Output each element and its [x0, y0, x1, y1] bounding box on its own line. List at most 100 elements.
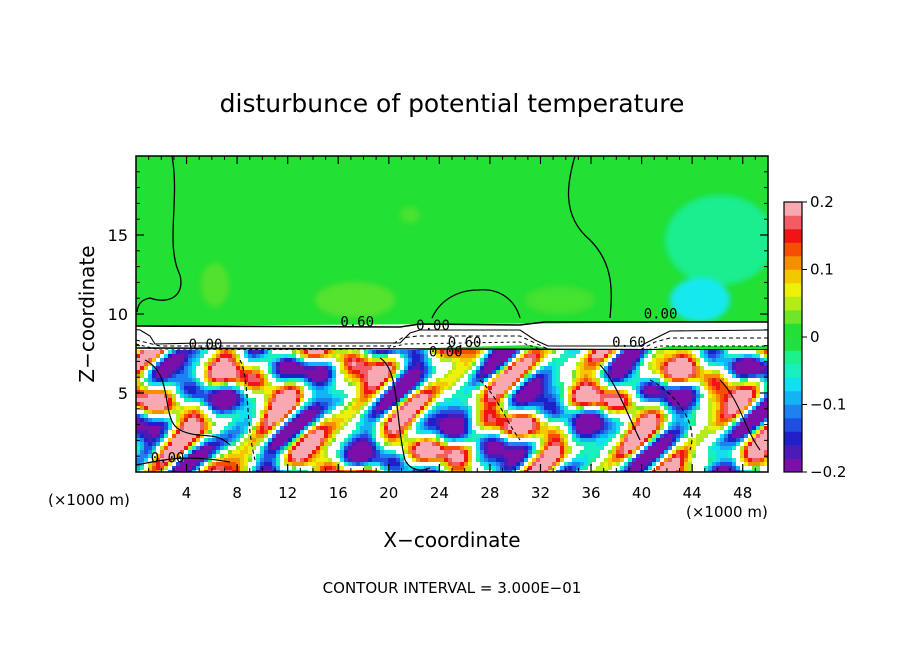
field-cell [608, 382, 613, 387]
field-cell [576, 410, 581, 415]
field-cell [192, 446, 197, 451]
field-cell [332, 362, 337, 367]
field-cell [644, 390, 649, 395]
field-cell [300, 402, 305, 407]
field-cell [268, 378, 273, 383]
field-cell [216, 378, 221, 383]
field-cell [504, 422, 509, 427]
field-cell [216, 418, 221, 423]
field-cell [540, 374, 545, 379]
field-cell [328, 418, 333, 423]
field-cell [212, 390, 217, 395]
field-cell [268, 466, 273, 471]
field-cell [340, 438, 345, 443]
field-cell [364, 406, 369, 411]
field-cell [644, 466, 649, 471]
field-cell [288, 430, 293, 435]
field-cell [588, 470, 593, 472]
field-cell [516, 446, 521, 451]
field-cell [304, 370, 309, 375]
field-cell [724, 418, 729, 423]
field-cell [472, 466, 477, 471]
field-cell [576, 458, 581, 463]
field-cell [248, 398, 253, 403]
field-cell [600, 378, 605, 383]
field-cell [224, 470, 229, 472]
field-cell [252, 398, 257, 403]
field-cell [752, 418, 757, 423]
field-cell [196, 362, 201, 367]
field-cell [472, 362, 477, 367]
field-cell [364, 398, 369, 403]
field-cell [512, 390, 517, 395]
field-cell [560, 442, 565, 447]
field-cell [428, 446, 433, 451]
field-cell [196, 442, 201, 447]
field-cell [160, 406, 165, 411]
field-cell [452, 394, 457, 399]
field-cell [344, 354, 349, 359]
field-cell [172, 450, 177, 455]
field-cell [340, 366, 345, 371]
field-cell [356, 370, 361, 375]
field-cell [428, 454, 433, 459]
field-cell [584, 366, 589, 371]
field-cell [652, 394, 657, 399]
field-cell [176, 466, 181, 471]
field-cell [136, 394, 141, 399]
field-cell [364, 386, 369, 391]
field-cell [144, 370, 149, 375]
field-cell [652, 406, 657, 411]
field-cell [596, 446, 601, 451]
field-cell [584, 402, 589, 407]
field-cell [340, 398, 345, 403]
field-cell [736, 430, 741, 435]
field-cell [468, 434, 473, 439]
field-cell [560, 438, 565, 443]
field-cell [620, 374, 625, 379]
field-cell [712, 426, 717, 431]
field-cell [568, 438, 573, 443]
field-cell [692, 442, 697, 447]
field-cell [324, 442, 329, 447]
field-cell [512, 410, 517, 415]
field-cell [380, 402, 385, 407]
field-cell [596, 350, 601, 355]
field-cell [568, 390, 573, 395]
field-cell [440, 394, 445, 399]
field-cell [276, 442, 281, 447]
field-cell [736, 350, 741, 355]
field-cell [448, 426, 453, 431]
field-cell [204, 390, 209, 395]
field-cell [560, 362, 565, 367]
field-cell [524, 418, 529, 423]
field-cell [140, 358, 145, 363]
field-cell [164, 426, 169, 431]
field-cell [328, 450, 333, 455]
field-cell [420, 426, 425, 431]
field-cell [296, 378, 301, 383]
field-cell [548, 350, 553, 355]
field-cell [584, 470, 589, 472]
field-cell [160, 370, 165, 375]
field-cell [660, 410, 665, 415]
field-cell [652, 362, 657, 367]
field-cell [308, 458, 313, 463]
field-cell [712, 446, 717, 451]
field-cell [440, 406, 445, 411]
field-cell [444, 350, 449, 355]
field-cell [156, 422, 161, 427]
field-cell [156, 458, 161, 463]
field-cell [184, 434, 189, 439]
field-cell [572, 470, 577, 472]
field-cell [688, 462, 693, 467]
field-cell [716, 418, 721, 423]
contour-labels: 0.60 0.000.600.000.000.600.000.00 [151, 307, 678, 467]
field-cell [348, 418, 353, 423]
field-cell [240, 466, 245, 471]
field-cell [532, 398, 537, 403]
field-cell [584, 370, 589, 375]
field-cell [184, 438, 189, 443]
field-cell [764, 390, 768, 395]
field-cell [440, 446, 445, 451]
